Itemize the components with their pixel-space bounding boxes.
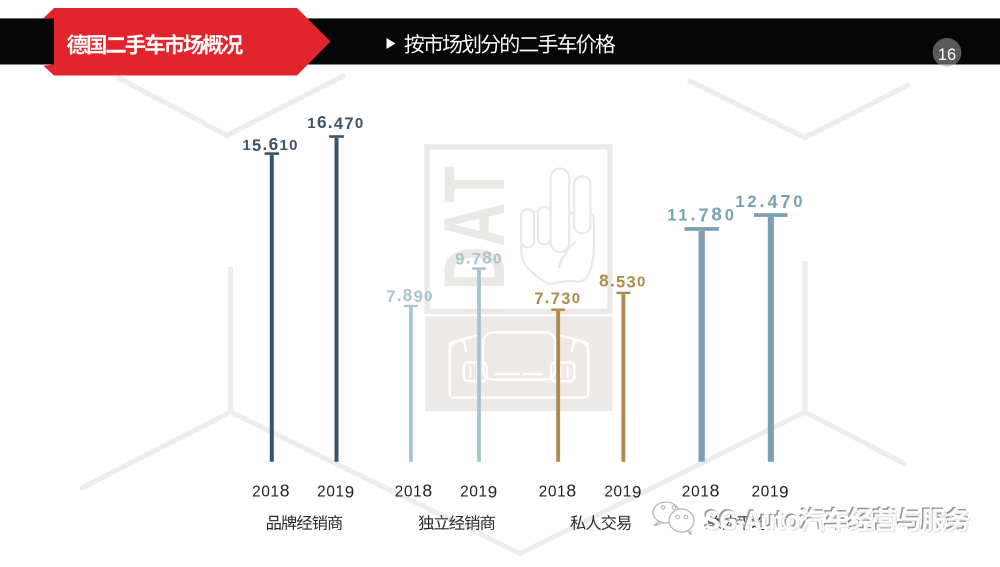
svg-text:2018: 2018 — [539, 480, 577, 500]
svg-text:2018: 2018 — [682, 480, 720, 500]
svg-text:9.780: 9.780 — [455, 248, 503, 269]
svg-text:2019: 2019 — [460, 482, 498, 501]
svg-text:11.780: 11.780 — [667, 204, 737, 226]
svg-text:7.890: 7.890 — [386, 285, 434, 306]
svg-text:2019: 2019 — [604, 482, 642, 501]
svg-text:15.610: 15.610 — [242, 134, 298, 155]
svg-text:2018: 2018 — [395, 480, 433, 500]
svg-text:2019: 2019 — [752, 482, 790, 501]
svg-text:2018: 2018 — [252, 480, 290, 500]
svg-text:7.730: 7.730 — [534, 287, 581, 308]
svg-text:8.530: 8.530 — [599, 270, 647, 291]
svg-text:2019: 2019 — [317, 482, 355, 501]
svg-text:12.470: 12.470 — [735, 190, 805, 212]
svg-text:16.470: 16.470 — [307, 112, 364, 133]
svg-text:16: 16 — [938, 46, 956, 64]
